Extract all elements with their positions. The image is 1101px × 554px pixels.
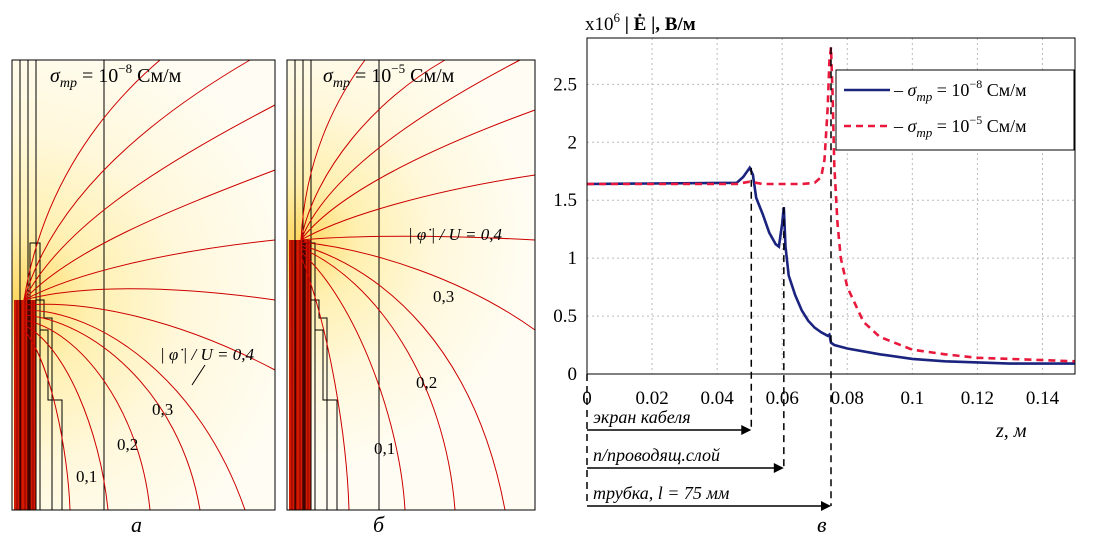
caption-c: в xyxy=(817,512,827,537)
y-tick-label: 0 xyxy=(568,364,578,385)
phi-label-b: | φ̇ | / U = 0,4 xyxy=(408,225,502,244)
equipotential-lines xyxy=(23,59,276,511)
series-line-2 xyxy=(587,47,1076,363)
annotation-arrowhead xyxy=(773,463,784,473)
y-tick-label: 1.5 xyxy=(553,190,577,211)
caption-a: а xyxy=(131,512,142,537)
x-tick-label: 0.12 xyxy=(961,388,994,409)
x-tick-label: 0.1 xyxy=(900,388,924,409)
y-tick-label: 1 xyxy=(568,248,578,269)
y-tick-label: 2.5 xyxy=(553,74,577,95)
iso-label-0-3-b: 0,3 xyxy=(433,287,454,306)
field-background xyxy=(12,60,275,510)
phi-label-a: | φ̇ | / U = 0,4 xyxy=(160,345,254,364)
panel-c: x106 | Ė |, В/м 0 0.02 0.04 0.06 0.08 0.1 0.12… xyxy=(540,0,1101,549)
iso-label-0-2-b: 0,2 xyxy=(416,373,437,392)
x-tick-label: 0.02 xyxy=(635,388,668,409)
iso-label-0-1-a: 0,1 xyxy=(76,467,97,486)
annotation-label: п/проводящ.слой xyxy=(593,445,720,465)
y-axis-label: x106 | Ė |, В/м xyxy=(585,10,696,35)
chart-annotations: экран кабеля п/проводящ.слой трубка, l = 7… xyxy=(586,47,832,511)
boundary-lines xyxy=(11,60,105,510)
panel-b-field-plot: σтр = 10−5 См/м | φ̇ | / U = 0,4 0,3 0,2… xyxy=(286,59,536,511)
legend-entry-2: – σтр = 10−5 См/м xyxy=(893,113,1027,140)
annotation-arrowhead xyxy=(741,425,752,435)
panel-a-field-plot: σтр = 10−8 См/м | φ̇ | / U = 0,4 0,3 0,2… xyxy=(11,59,276,511)
sigma-label-a: σтр = 10−8 См/м xyxy=(50,61,182,91)
iso-label-0-3-a: 0,3 xyxy=(152,400,173,419)
boundary-lines xyxy=(286,60,380,510)
chart-series xyxy=(586,47,1076,365)
equipotential-lines xyxy=(300,59,536,511)
annotation-label: трубка, l = 75 мм xyxy=(593,483,730,503)
chart-legend: – σтр = 10−8 См/м – σтр = 10−5 См/м xyxy=(835,69,1075,151)
panel-b: σтр = 10−5 См/м | φ̇ | / U = 0,4 0,3 0,2… xyxy=(275,0,560,549)
field-strength-chart: x106 | Ė |, В/м 0 0.02 0.04 0.06 0.08 0.1 0.12… xyxy=(553,10,1076,511)
annotation-label: экран кабеля xyxy=(593,407,691,427)
panel-a: σтр = 10−8 См/м | φ̇ | / U = 0,4 0,3 0,2… xyxy=(0,0,290,549)
sigma-label-b: σтр = 10−5 См/м xyxy=(323,61,455,91)
x-tick-label: 0.08 xyxy=(831,388,864,409)
y-tick-label: 0.5 xyxy=(553,306,577,327)
iso-label-0-2-a: 0,2 xyxy=(117,435,138,454)
iso-label-0-1-b: 0,1 xyxy=(374,439,395,458)
x-tick-label: 0.04 xyxy=(701,388,735,409)
caption-b: б xyxy=(373,512,385,537)
legend-entry-1: – σтр = 10−8 См/м xyxy=(893,77,1027,104)
series-line-1 xyxy=(586,165,1075,365)
x-tick-label: 0.14 xyxy=(1026,388,1060,409)
annotation-arrowhead xyxy=(821,501,831,511)
x-tick-label: 0.06 xyxy=(766,388,799,409)
x-axis-label: z, м xyxy=(995,420,1027,442)
legend-box xyxy=(835,69,1075,151)
y-tick-label: 2 xyxy=(568,132,578,153)
